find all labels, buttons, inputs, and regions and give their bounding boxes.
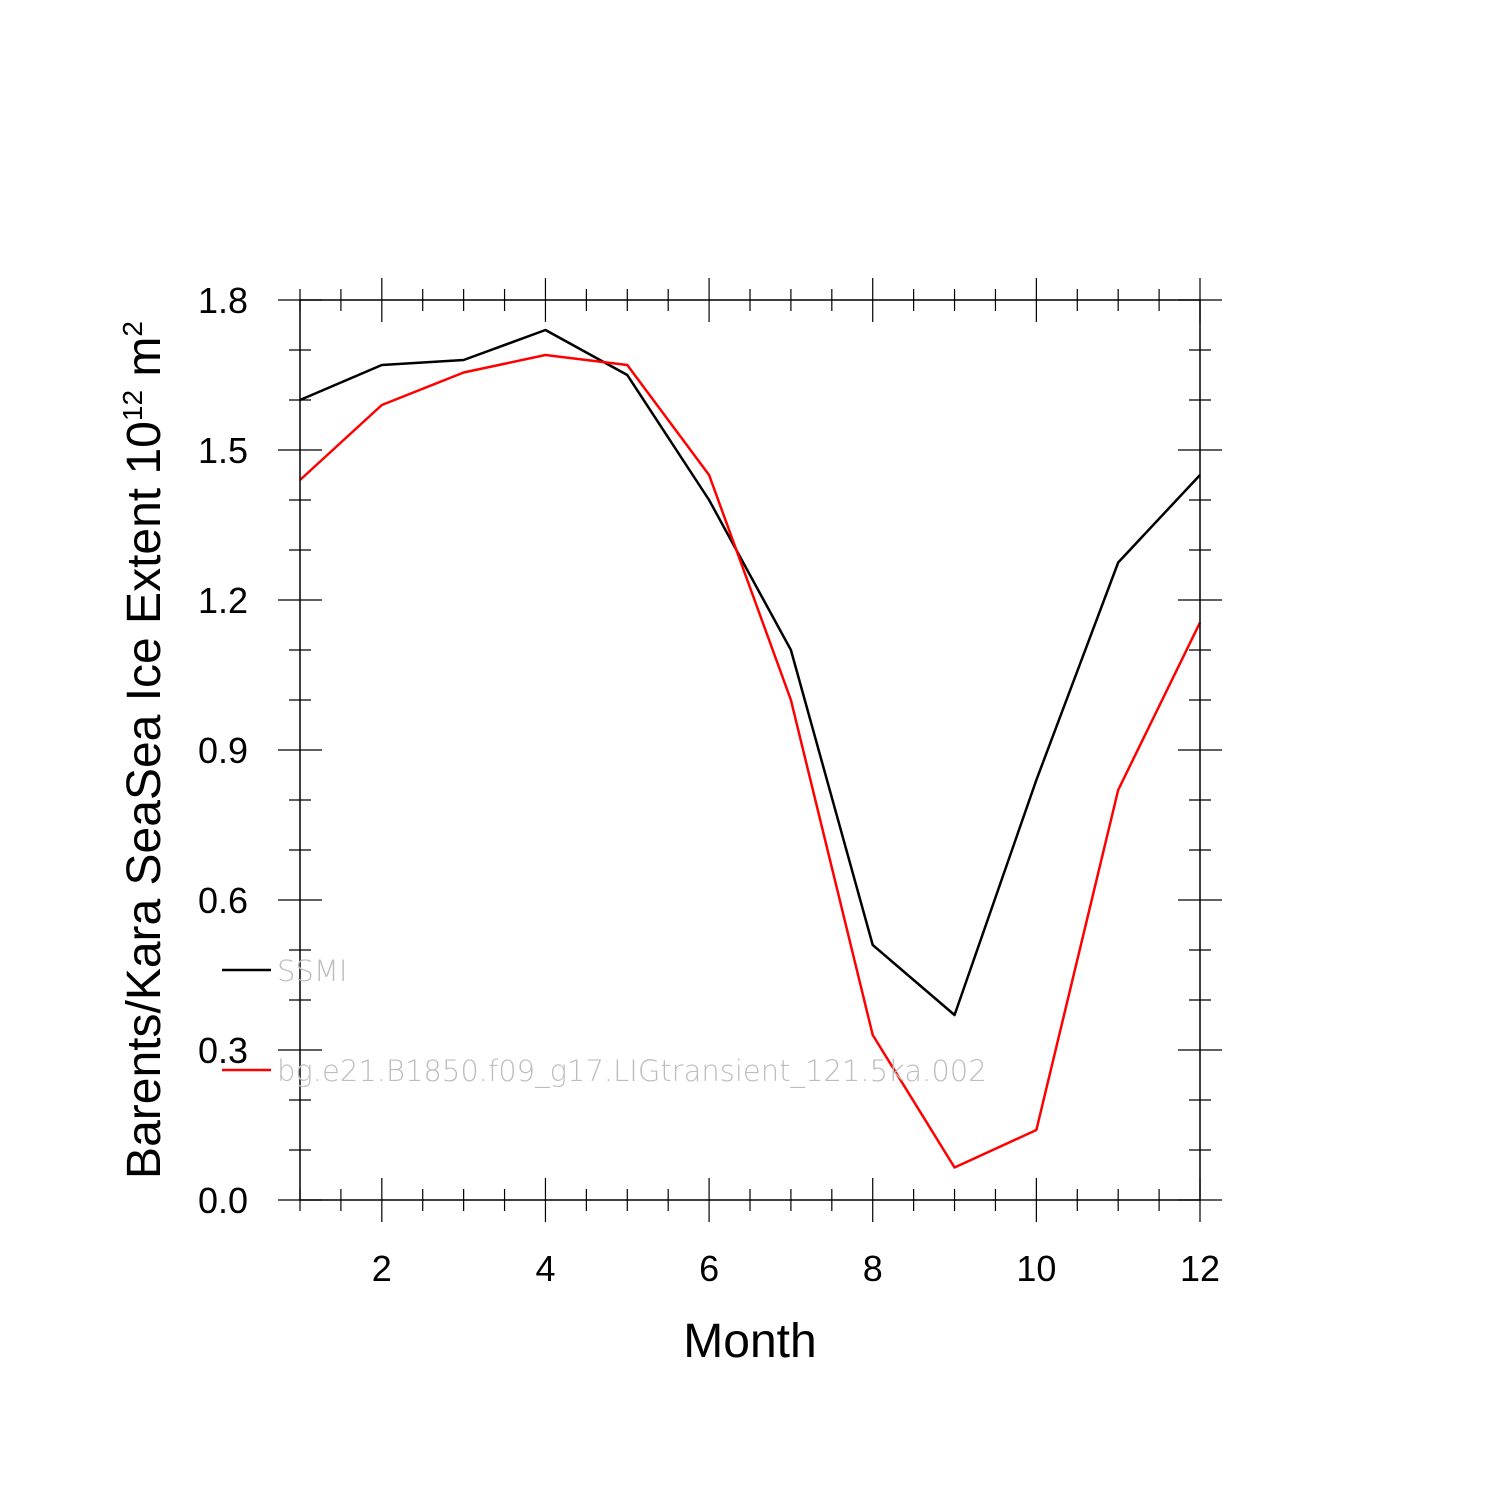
legend-label: SSMI: [277, 954, 347, 988]
legend-label: bg.e21.B1850.f09_g17.LIGtransient_121.5k…: [277, 1054, 987, 1089]
y-axis-title-unit: m: [118, 337, 171, 390]
y-tick-labels: 0.0 0.3 0.6 0.9 1.2 1.5 1.8: [198, 280, 248, 1221]
x-tick-label: 6: [699, 1248, 719, 1289]
x-tick-label: 2: [372, 1248, 392, 1289]
x-tick-labels: 2 4 6 8 10 12: [372, 1248, 1220, 1289]
y-tick-label: 0.6: [198, 880, 248, 921]
legend: SSMI bg.e21.B1850.f09_g17.LIGtransient_12…: [222, 954, 987, 1089]
y-axis-title: Barents/Kara SeaSea Ice Extent 1012 m2: [117, 321, 171, 1179]
y-axis-title-superscript-2: 2: [117, 321, 148, 337]
series-line-2: [299, 353, 1202, 1169]
x-tick-label: 8: [863, 1248, 883, 1289]
y-tick-label: 1.8: [198, 280, 248, 321]
series-lines: [299, 328, 1202, 1169]
y-tick-label: 0.3: [198, 1030, 248, 1071]
x-tick-label: 4: [535, 1248, 555, 1289]
y-tick-label: 0.0: [198, 1180, 248, 1221]
y-axis-title-superscript-1: 12: [117, 390, 148, 421]
series-line-1: [299, 328, 1201, 1017]
y-tick-label: 1.2: [198, 580, 248, 621]
x-tick-label: 12: [1180, 1248, 1220, 1289]
x-axis-title: Month: [683, 1315, 816, 1368]
plot-frame: [299, 299, 1201, 1201]
y-tick-label: 1.5: [198, 430, 248, 471]
y-axis-title-text: Barents/Kara SeaSea Ice Extent 10: [118, 421, 171, 1179]
x-tick-label: 10: [1016, 1248, 1056, 1289]
y-tick-label: 0.9: [198, 730, 248, 771]
